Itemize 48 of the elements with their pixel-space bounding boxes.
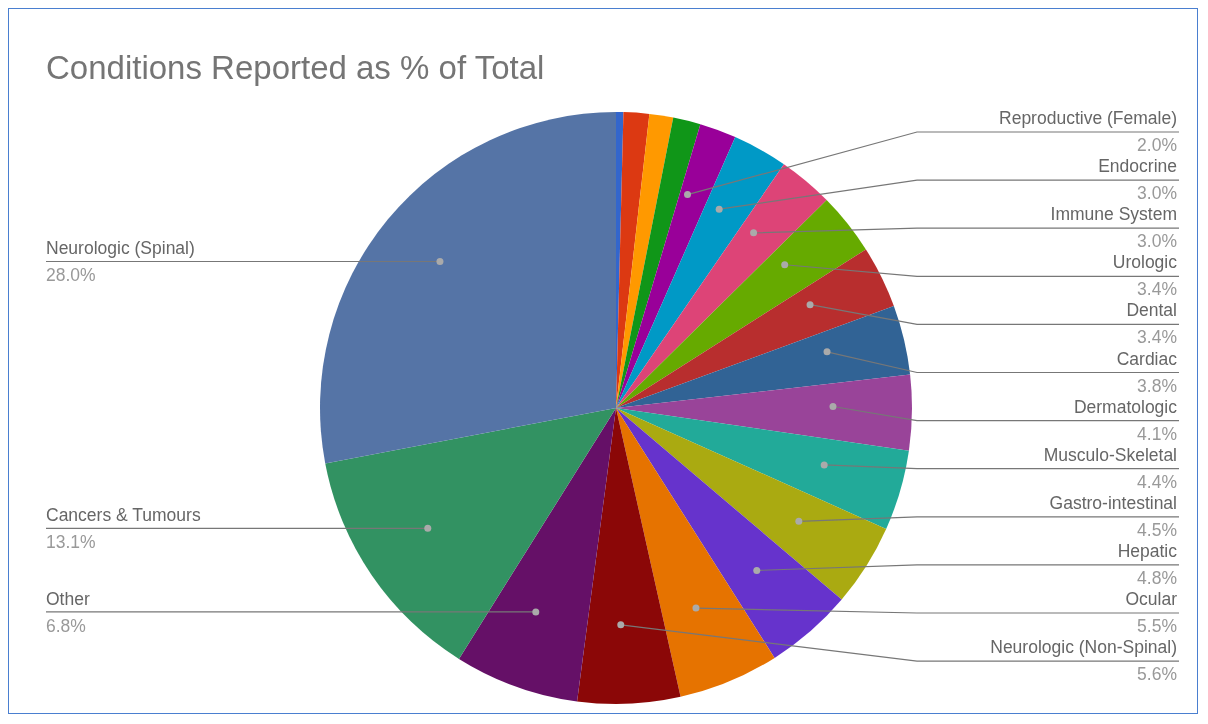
pie-slice <box>616 117 701 408</box>
slice-label: Dental <box>1126 300 1177 321</box>
data-label: 3.4% <box>1137 279 1177 300</box>
data-label: 3.8% <box>1137 375 1177 396</box>
data-label: 28.0% <box>46 265 96 286</box>
data-label: 5.6% <box>1137 664 1177 685</box>
pie-slice <box>616 164 827 408</box>
data-label: 13.1% <box>46 532 96 553</box>
pie-slice <box>458 408 616 702</box>
chart-title: Conditions Reported as % of Total <box>46 49 545 87</box>
pie-slice <box>616 408 909 529</box>
data-label: 5.5% <box>1137 616 1177 636</box>
slice-label: Endocrine <box>1098 156 1177 177</box>
pie-slice <box>616 113 674 408</box>
pie-slice <box>616 408 842 658</box>
data-label: 4.4% <box>1137 471 1177 492</box>
pie-slice <box>616 124 736 408</box>
slice-label: Cancers & Tumours <box>46 505 201 526</box>
slice-label: Immune System <box>1050 204 1177 225</box>
pie-slice <box>320 112 616 464</box>
slice-label: Neurologic (Spinal) <box>46 238 195 259</box>
pie-slice <box>325 408 616 659</box>
data-label: 4.8% <box>1137 567 1177 588</box>
slice-label: Cardiac <box>1116 348 1178 369</box>
pie-slice <box>616 374 912 451</box>
slice-label: Neurologic (Non-Spinal) <box>990 637 1177 658</box>
pie-slice <box>616 408 775 697</box>
data-label: 2.0% <box>1137 135 1177 155</box>
slice-label: Musculo-Skeletal <box>1043 444 1177 465</box>
pie-slice <box>616 408 887 600</box>
pie-slice <box>616 200 866 408</box>
slice-label: Other <box>46 588 90 609</box>
slice-label: Urologic <box>1112 252 1178 273</box>
pie-slice <box>577 408 681 704</box>
slice-label: Dermatologic <box>1073 396 1178 417</box>
slice-label: Ocular <box>1125 589 1178 609</box>
pie-slice <box>616 249 894 408</box>
data-label: 3.0% <box>1137 231 1177 252</box>
pie-slice <box>616 305 911 408</box>
data-label: 6.8% <box>46 615 86 636</box>
slice-label: Reproductive (Female) <box>999 108 1177 128</box>
data-label: 4.5% <box>1137 519 1177 540</box>
slice-label: Gastro-intestinal <box>1049 492 1177 513</box>
data-label: 3.4% <box>1137 327 1177 348</box>
data-label: 3.0% <box>1137 183 1177 204</box>
slice-label: Hepatic <box>1117 540 1178 561</box>
pie-slice <box>616 137 784 408</box>
data-label: 4.1% <box>1137 423 1177 444</box>
